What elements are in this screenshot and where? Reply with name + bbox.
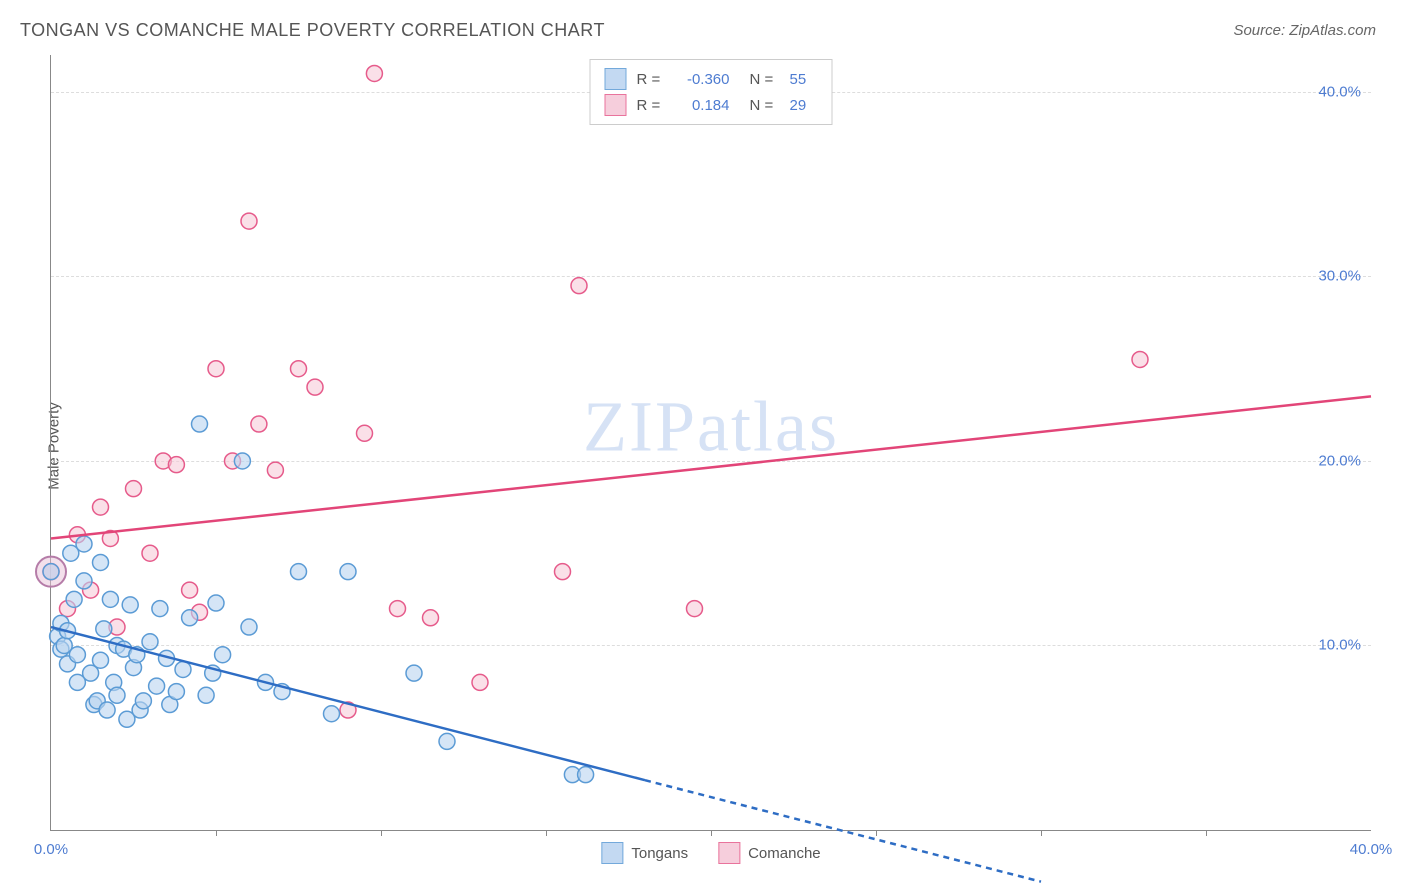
data-point-tongans — [122, 597, 138, 613]
legend-series: Tongans Comanche — [601, 842, 820, 864]
legend-stats-row-comanche: R = 0.184 N = 29 — [605, 92, 818, 118]
xtick-mark — [711, 830, 712, 836]
r-value-comanche: 0.184 — [675, 97, 730, 114]
data-point-comanche — [168, 457, 184, 473]
data-point-comanche — [555, 564, 571, 580]
data-point-tongans — [406, 665, 422, 681]
xtick-mark — [216, 830, 217, 836]
r-value-tongans: -0.360 — [675, 71, 730, 88]
data-point-comanche — [126, 481, 142, 497]
legend-label-comanche: Comanche — [748, 845, 821, 862]
data-point-comanche — [307, 379, 323, 395]
data-point-tongans — [168, 684, 184, 700]
data-point-tongans — [76, 536, 92, 552]
data-point-comanche — [1132, 351, 1148, 367]
data-point-comanche — [687, 601, 703, 617]
data-point-tongans — [241, 619, 257, 635]
swatch-comanche-bottom — [718, 842, 740, 864]
xtick-mark — [876, 830, 877, 836]
data-point-tongans — [152, 601, 168, 617]
data-point-comanche — [251, 416, 267, 432]
data-point-comanche — [472, 674, 488, 690]
data-point-comanche — [267, 462, 283, 478]
swatch-comanche — [605, 94, 627, 116]
data-point-tongans — [76, 573, 92, 589]
trend-line — [645, 780, 1041, 881]
n-value-comanche: 29 — [790, 97, 818, 114]
data-point-tongans — [93, 652, 109, 668]
x-max-label: 40.0% — [1350, 841, 1393, 858]
xtick-mark — [1206, 830, 1207, 836]
plot-area: ZIPatlas R = -0.360 N = 55 R = 0.184 N =… — [50, 55, 1371, 831]
chart-container: TONGAN VS COMANCHE MALE POVERTY CORRELAT… — [0, 0, 1406, 892]
data-point-tongans — [198, 687, 214, 703]
data-point-tongans — [93, 554, 109, 570]
data-point-comanche — [357, 425, 373, 441]
data-point-tongans — [175, 661, 191, 677]
legend-item-tongans: Tongans — [601, 842, 688, 864]
legend-item-comanche: Comanche — [718, 842, 821, 864]
data-point-tongans — [324, 706, 340, 722]
x-origin-label: 0.0% — [34, 841, 68, 858]
data-point-tongans — [208, 595, 224, 611]
legend-stats: R = -0.360 N = 55 R = 0.184 N = 29 — [590, 59, 833, 125]
data-point-tongans — [291, 564, 307, 580]
xtick-mark — [1041, 830, 1042, 836]
data-point-tongans — [234, 453, 250, 469]
data-point-comanche — [571, 278, 587, 294]
n-value-tongans: 55 — [790, 71, 818, 88]
data-point-tongans — [340, 564, 356, 580]
data-point-comanche — [291, 361, 307, 377]
data-point-comanche — [366, 65, 382, 81]
data-point-tongans — [215, 647, 231, 663]
data-point-comanche — [423, 610, 439, 626]
data-point-tongans — [142, 634, 158, 650]
data-point-tongans — [66, 591, 82, 607]
swatch-tongans-bottom — [601, 842, 623, 864]
chart-svg — [51, 55, 1371, 830]
data-point-comanche — [93, 499, 109, 515]
data-point-tongans — [96, 621, 112, 637]
data-point-tongans — [109, 687, 125, 703]
data-point-comanche — [208, 361, 224, 377]
chart-title: TONGAN VS COMANCHE MALE POVERTY CORRELAT… — [20, 20, 605, 41]
data-point-tongans — [69, 647, 85, 663]
swatch-tongans — [605, 68, 627, 90]
data-point-tongans — [102, 591, 118, 607]
trend-line — [51, 396, 1371, 538]
data-point-tongans — [149, 678, 165, 694]
data-point-tongans — [43, 564, 59, 580]
data-point-tongans — [578, 767, 594, 783]
xtick-mark — [546, 830, 547, 836]
xtick-mark — [381, 830, 382, 836]
data-point-tongans — [192, 416, 208, 432]
data-point-tongans — [99, 702, 115, 718]
source-label: Source: ZipAtlas.com — [1233, 22, 1376, 39]
data-point-tongans — [439, 733, 455, 749]
data-point-tongans — [182, 610, 198, 626]
data-point-tongans — [135, 693, 151, 709]
data-point-comanche — [241, 213, 257, 229]
data-point-comanche — [390, 601, 406, 617]
legend-stats-row-tongans: R = -0.360 N = 55 — [605, 66, 818, 92]
data-point-comanche — [142, 545, 158, 561]
legend-label-tongans: Tongans — [631, 845, 688, 862]
data-point-comanche — [182, 582, 198, 598]
